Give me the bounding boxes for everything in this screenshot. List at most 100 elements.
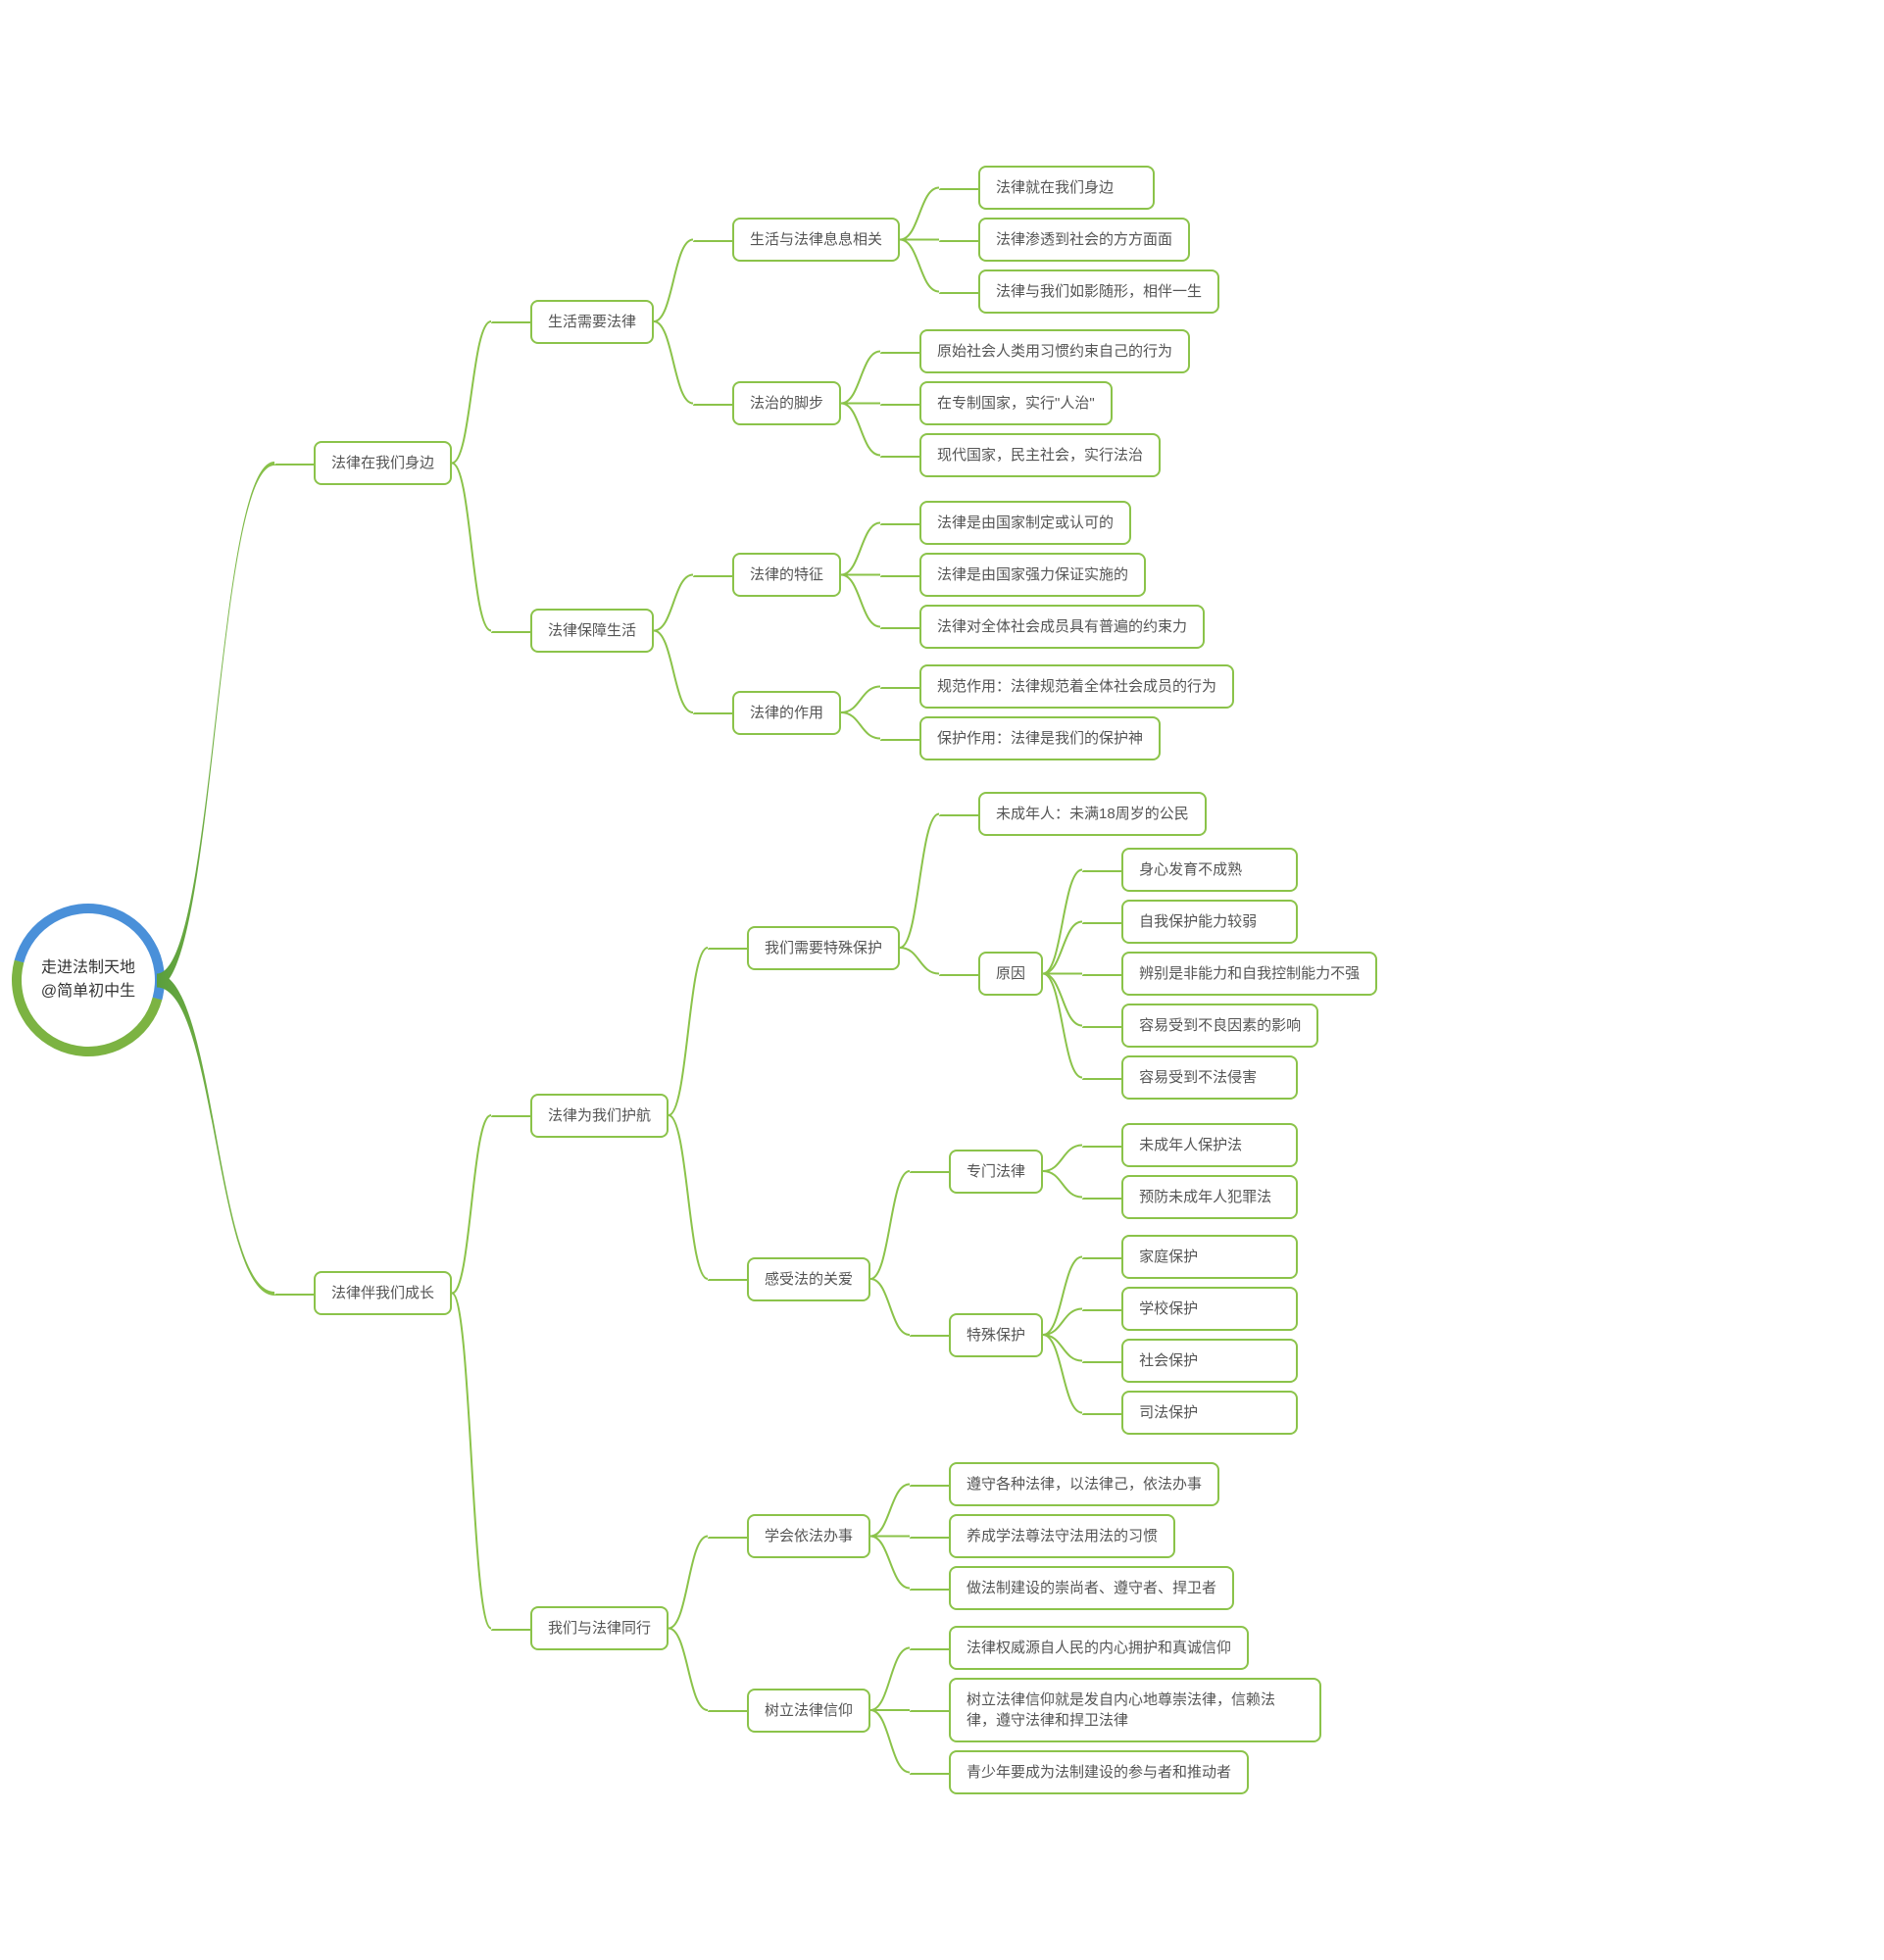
tree-row: 容易受到不法侵害 bbox=[1121, 1055, 1377, 1100]
leaf-node: 法律是由国家制定或认可的 bbox=[919, 501, 1131, 545]
leaf-node: 身心发育不成熟 bbox=[1121, 848, 1298, 892]
children-group: 法律的特征 法律是由国家制定或认可的法律是由国家强力保证实施的法律对全体社会成员具… bbox=[732, 493, 1234, 768]
leaf-node: 容易受到不良因素的影响 bbox=[1121, 1004, 1318, 1048]
children-group: 生活与法律息息相关 法律就在我们身边法律渗透到社会的方方面面法律与我们如影随形，相… bbox=[732, 158, 1219, 485]
leaf-node: 保护作用：法律是我们的保护神 bbox=[919, 716, 1161, 760]
children-group: 原始社会人类用习惯约束自己的行为在专制国家，实行"人治" 现代国家，民主社会，实行… bbox=[919, 325, 1190, 481]
connector-bracket bbox=[669, 1454, 708, 1802]
connector-bracket bbox=[870, 1458, 910, 1614]
leaf-node: 法律渗透到社会的方方面面 bbox=[978, 218, 1190, 262]
tree-row: 学会依法办事遵守各种法律，以法律己，依法办事养成学法尊法守法用法的习惯做法制建设… bbox=[747, 1458, 1321, 1614]
connector-bracket bbox=[452, 154, 491, 772]
children-group: 法律权威源自人民的内心拥护和真诚信仰树立法律信仰就是发自内心地尊崇法律，信赖法律… bbox=[949, 1622, 1321, 1798]
connector-bracket bbox=[841, 325, 880, 481]
leaf-node: 养成学法尊法守法用法的习惯 bbox=[949, 1514, 1175, 1558]
tree-row: 司法保护 bbox=[1121, 1391, 1298, 1435]
connector-bracket bbox=[870, 1115, 910, 1443]
tree-row: 家庭保护 bbox=[1121, 1235, 1298, 1279]
connector-bracket bbox=[1043, 1119, 1082, 1223]
connector-bracket bbox=[669, 784, 708, 1446]
tree-row: 法律渗透到社会的方方面面 bbox=[978, 218, 1219, 262]
branch-node: 法治的脚步 bbox=[732, 381, 841, 425]
tree-row: 树立法律信仰就是发自内心地尊崇法律，信赖法律，遵守法律和捍卫法律 bbox=[949, 1678, 1321, 1742]
tree-row: 法律伴我们成长法律为我们护航我们需要特殊保护未成年人：未满18周岁的公民原因身心… bbox=[314, 780, 1377, 1806]
branch-node: 感受法的关爱 bbox=[747, 1257, 870, 1301]
connector-bracket bbox=[841, 497, 880, 653]
branch-node: 法律的特征 bbox=[732, 553, 841, 597]
branches-container: 法律在我们身边生活需要法律生活与法律息息相关法律就在我们身边法律渗透到社会的方方… bbox=[314, 150, 1377, 1810]
tree-row: 法律就在我们身边 bbox=[978, 166, 1219, 210]
leaf-node: 法律是由国家强力保证实施的 bbox=[919, 553, 1146, 597]
tree-row: 法律权威源自人民的内心拥护和真诚信仰 bbox=[949, 1626, 1321, 1670]
children-group: 专门法律 未成年人保护法预防未成年人犯罪法特殊保护 家庭保护学校保护社会保护司法保护 bbox=[949, 1115, 1298, 1443]
tree-row: 做法制建设的崇尚者、遵守者、捍卫者 bbox=[949, 1566, 1234, 1610]
tree-row: 规范作用：法律规范着全体社会成员的行为 bbox=[919, 664, 1234, 709]
children-group: 未成年人保护法预防未成年人犯罪法 bbox=[1121, 1119, 1298, 1223]
tree-row: 法律保障生活法律的特征法律是由国家制定或认可的法律是由国家强力保证实施的法律对全… bbox=[530, 493, 1234, 768]
children-group: 法律就在我们身边法律渗透到社会的方方面面法律与我们如影随形，相伴一生 bbox=[978, 162, 1219, 318]
connector-bracket bbox=[900, 162, 939, 318]
branch-node: 树立法律信仰 bbox=[747, 1689, 870, 1733]
leaf-node: 学校保护 bbox=[1121, 1287, 1298, 1331]
tree-row: 养成学法尊法守法用法的习惯 bbox=[949, 1514, 1234, 1558]
leaf-node: 遵守各种法律，以法律己，依法办事 bbox=[949, 1462, 1219, 1506]
tree-row: 特殊保护 家庭保护学校保护社会保护司法保护 bbox=[949, 1231, 1298, 1439]
tree-row: 保护作用：法律是我们的保护神 bbox=[919, 716, 1234, 760]
tree-row: 学校保护 bbox=[1121, 1287, 1298, 1331]
branch-node: 法律为我们护航 bbox=[530, 1094, 669, 1138]
tree-row: 现代国家，民主社会，实行法治 bbox=[919, 433, 1190, 477]
tree-row: 预防未成年人犯罪法 bbox=[1121, 1175, 1298, 1219]
tree-row: 辨别是非能力和自我控制能力不强 bbox=[1121, 952, 1377, 996]
leaf-node: 家庭保护 bbox=[1121, 1235, 1298, 1279]
branch-node: 专门法律 bbox=[949, 1150, 1043, 1194]
tree-row: 社会保护 bbox=[1121, 1339, 1298, 1383]
tree-row: 我们需要特殊保护 未成年人：未满18周岁的公民原因身心发育不成熟自我保护能力较弱辨… bbox=[747, 788, 1377, 1107]
children-group: 法律为我们护航 我们需要特殊保护 未成年人：未满18周岁的公民原因身心发育不成熟自我… bbox=[530, 780, 1377, 1806]
connector-bracket bbox=[1043, 1231, 1082, 1439]
tree-row: 法治的脚步 原始社会人类用习惯约束自己的行为在专制国家，实行"人治" 现代国家，民主… bbox=[732, 325, 1219, 481]
children-group: 生活需要法律 生活与法律息息相关 法律就在我们身边法律渗透到社会的方方面面法律与我们… bbox=[530, 154, 1234, 772]
leaf-node: 原始社会人类用习惯约束自己的行为 bbox=[919, 329, 1190, 373]
leaf-node: 法律权威源自人民的内心拥护和真诚信仰 bbox=[949, 1626, 1249, 1670]
tree-row: 感受法的关爱 专门法律 未成年人保护法预防未成年人犯罪法特殊保护 家庭保护学校保护社会… bbox=[747, 1115, 1377, 1443]
branch-node: 生活与法律息息相关 bbox=[732, 218, 900, 262]
tree-row: 法律为我们护航 我们需要特殊保护 未成年人：未满18周岁的公民原因身心发育不成熟自我… bbox=[530, 784, 1377, 1446]
branch-node: 我们需要特殊保护 bbox=[747, 926, 900, 970]
children-group: 遵守各种法律，以法律己，依法办事养成学法尊法守法用法的习惯做法制建设的崇尚者、遵… bbox=[949, 1458, 1234, 1614]
root-subtitle: @简单初中生 bbox=[41, 980, 135, 1004]
leaf-node: 法律对全体社会成员具有普遍的约束力 bbox=[919, 605, 1205, 649]
leaf-node: 预防未成年人犯罪法 bbox=[1121, 1175, 1298, 1219]
children-group: 法律是由国家制定或认可的法律是由国家强力保证实施的法律对全体社会成员具有普遍的约… bbox=[919, 497, 1205, 653]
leaf-node: 在专制国家，实行"人治" bbox=[919, 381, 1113, 425]
leaf-node: 辨别是非能力和自我控制能力不强 bbox=[1121, 952, 1377, 996]
branch-node: 生活需要法律 bbox=[530, 300, 654, 344]
leaf-node: 现代国家，民主社会，实行法治 bbox=[919, 433, 1161, 477]
tree-row: 法律的作用 规范作用：法律规范着全体社会成员的行为保护作用：法律是我们的保护神 bbox=[732, 661, 1234, 764]
trunk-connector bbox=[157, 546, 274, 1415]
leaf-node: 树立法律信仰就是发自内心地尊崇法律，信赖法律，遵守法律和捍卫法律 bbox=[949, 1678, 1321, 1742]
tree-row: 我们与法律同行 学会依法办事遵守各种法律，以法律己，依法办事养成学法尊法守法用法的… bbox=[530, 1454, 1377, 1802]
leaf-node: 社会保护 bbox=[1121, 1339, 1298, 1383]
leaf-node: 容易受到不法侵害 bbox=[1121, 1055, 1298, 1100]
tree-row: 未成年人：未满18周岁的公民 bbox=[978, 792, 1377, 836]
mindmap-container: 走进法制天地 @简单初中生 法律在我们身边生活需要法律生活与法律息息相关法律就在… bbox=[20, 20, 1864, 1940]
branch-node: 特殊保护 bbox=[949, 1313, 1043, 1357]
connector-bracket bbox=[654, 493, 693, 768]
tree-row: 原因身心发育不成熟自我保护能力较弱辨别是非能力和自我控制能力不强容易受到不良因素… bbox=[978, 844, 1377, 1103]
tree-row: 生活与法律息息相关 法律就在我们身边法律渗透到社会的方方面面法律与我们如影随形，相… bbox=[732, 162, 1219, 318]
tree-row: 法律与我们如影随形，相伴一生 bbox=[978, 270, 1219, 314]
tree-row: 法律是由国家强力保证实施的 bbox=[919, 553, 1205, 597]
tree-row: 法律是由国家制定或认可的 bbox=[919, 501, 1205, 545]
connector-bracket bbox=[1043, 844, 1082, 1103]
connector-bracket bbox=[900, 788, 939, 1107]
tree-row: 遵守各种法律，以法律己，依法办事 bbox=[949, 1462, 1234, 1506]
children-group: 我们需要特殊保护 未成年人：未满18周岁的公民原因身心发育不成熟自我保护能力较弱辨… bbox=[747, 784, 1377, 1446]
branch-node: 法律的作用 bbox=[732, 691, 841, 735]
leaf-node: 做法制建设的崇尚者、遵守者、捍卫者 bbox=[949, 1566, 1234, 1610]
tree-row: 生活需要法律 生活与法律息息相关 法律就在我们身边法律渗透到社会的方方面面法律与我们… bbox=[530, 158, 1234, 485]
leaf-node: 法律与我们如影随形，相伴一生 bbox=[978, 270, 1219, 314]
leaf-node: 规范作用：法律规范着全体社会成员的行为 bbox=[919, 664, 1234, 709]
tree-row: 青少年要成为法制建设的参与者和推动者 bbox=[949, 1750, 1321, 1794]
tree-row: 容易受到不良因素的影响 bbox=[1121, 1004, 1377, 1048]
branch-node: 我们与法律同行 bbox=[530, 1606, 669, 1650]
